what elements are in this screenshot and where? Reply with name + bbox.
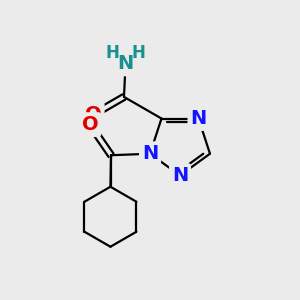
- Text: N: N: [190, 109, 207, 128]
- Text: H: H: [105, 44, 119, 62]
- Text: O: O: [82, 115, 98, 134]
- Text: O: O: [85, 104, 102, 124]
- Text: N: N: [117, 54, 133, 74]
- Text: N: N: [142, 144, 158, 163]
- Text: H: H: [131, 44, 145, 62]
- Text: N: N: [172, 166, 188, 185]
